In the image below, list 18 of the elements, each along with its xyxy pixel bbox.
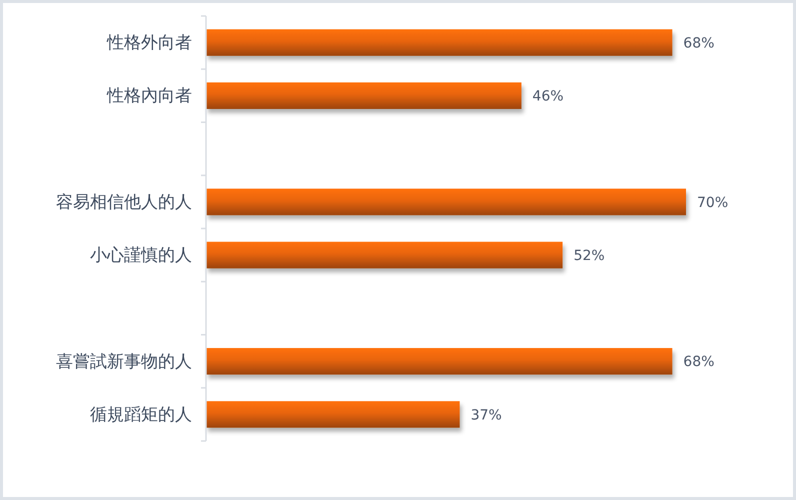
y-tick-label: 性格內向者 — [106, 86, 192, 106]
y-tick-label: 喜嘗試新事物的人 — [56, 352, 192, 372]
bar — [206, 348, 672, 375]
data-label: 70% — [697, 194, 728, 211]
data-label: 37% — [470, 407, 502, 424]
y-tick-label: 小心謹慎的人 — [90, 246, 192, 266]
bar — [206, 242, 563, 268]
bar — [206, 401, 460, 428]
data-label: 68% — [683, 354, 714, 370]
y-tick-label: 性格外向者 — [106, 33, 192, 54]
y-tick-label: 容易相信他人的人 — [56, 192, 192, 212]
data-label: 46% — [532, 88, 564, 105]
bar — [206, 82, 522, 109]
data-label: 68% — [683, 35, 714, 52]
data-label: 52% — [574, 248, 605, 264]
bar — [206, 188, 686, 216]
bar — [206, 29, 672, 56]
y-tick-label: 循規蹈矩的人 — [90, 404, 192, 425]
